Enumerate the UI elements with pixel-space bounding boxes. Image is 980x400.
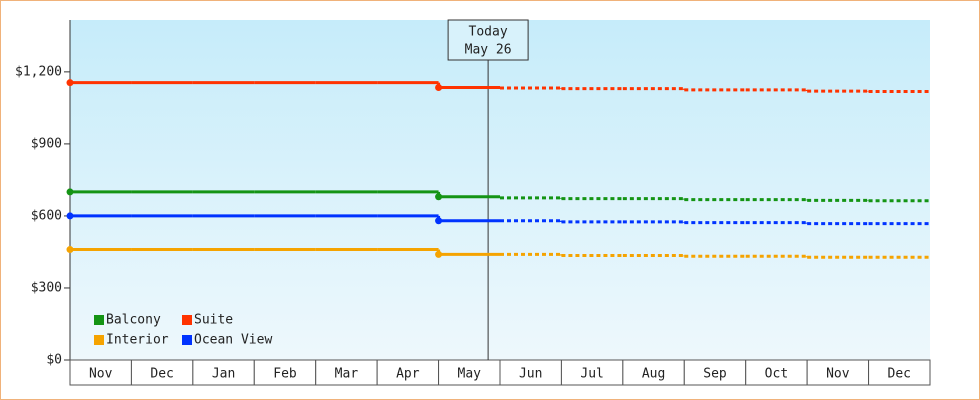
price-point (66, 212, 74, 220)
price-point (66, 79, 74, 87)
y-tick-label: $1,200 (15, 64, 62, 79)
x-tick-label: Feb (273, 367, 297, 382)
x-tick-label: Jan (212, 367, 235, 382)
y-tick-label: $300 (31, 280, 62, 295)
x-tick-label: Oct (765, 367, 788, 382)
month-box (69, 359, 132, 386)
month-box (192, 359, 255, 386)
price-point (66, 188, 74, 196)
y-tick-label: $900 (31, 136, 62, 151)
month-box (745, 359, 808, 386)
x-tick-label: Mar (335, 367, 359, 382)
y-tick-label: $0 (46, 353, 62, 368)
price-point (435, 193, 443, 201)
x-tick-label: Sep (703, 367, 727, 382)
x-tick-label: Jun (519, 367, 542, 382)
x-tick-label: Nov (89, 367, 113, 382)
x-tick-label: Apr (396, 367, 420, 382)
month-box (622, 359, 685, 386)
x-tick-label: Aug (642, 367, 665, 382)
x-tick-label: Nov (826, 367, 850, 382)
month-box (315, 359, 378, 386)
today-box (447, 19, 529, 61)
legend-swatch (94, 335, 104, 345)
month-box (499, 359, 562, 386)
legend-label: Interior (106, 333, 169, 348)
x-tick-label: May (458, 367, 482, 382)
x-tick-label: Jul (580, 367, 603, 382)
legend-swatch (182, 335, 192, 345)
month-box (868, 359, 931, 386)
month-box (806, 359, 870, 386)
price-point (435, 250, 443, 258)
legend-label: Suite (194, 313, 233, 328)
month-box (130, 359, 194, 386)
price-point (435, 83, 443, 91)
x-tick-label: Dec (150, 367, 173, 382)
price-point (66, 246, 74, 254)
legend-swatch (182, 315, 192, 325)
y-tick-label: $600 (31, 208, 62, 223)
today-label: Today (469, 25, 508, 40)
legend-swatch (94, 315, 104, 325)
x-tick-label: Dec (888, 367, 911, 382)
plot-area (70, 20, 930, 360)
today-date: May 26 (465, 43, 512, 58)
legend-label: Ocean View (194, 333, 272, 348)
month-box (253, 359, 317, 386)
legend-label: Balcony (106, 313, 161, 328)
price-point (435, 217, 443, 225)
